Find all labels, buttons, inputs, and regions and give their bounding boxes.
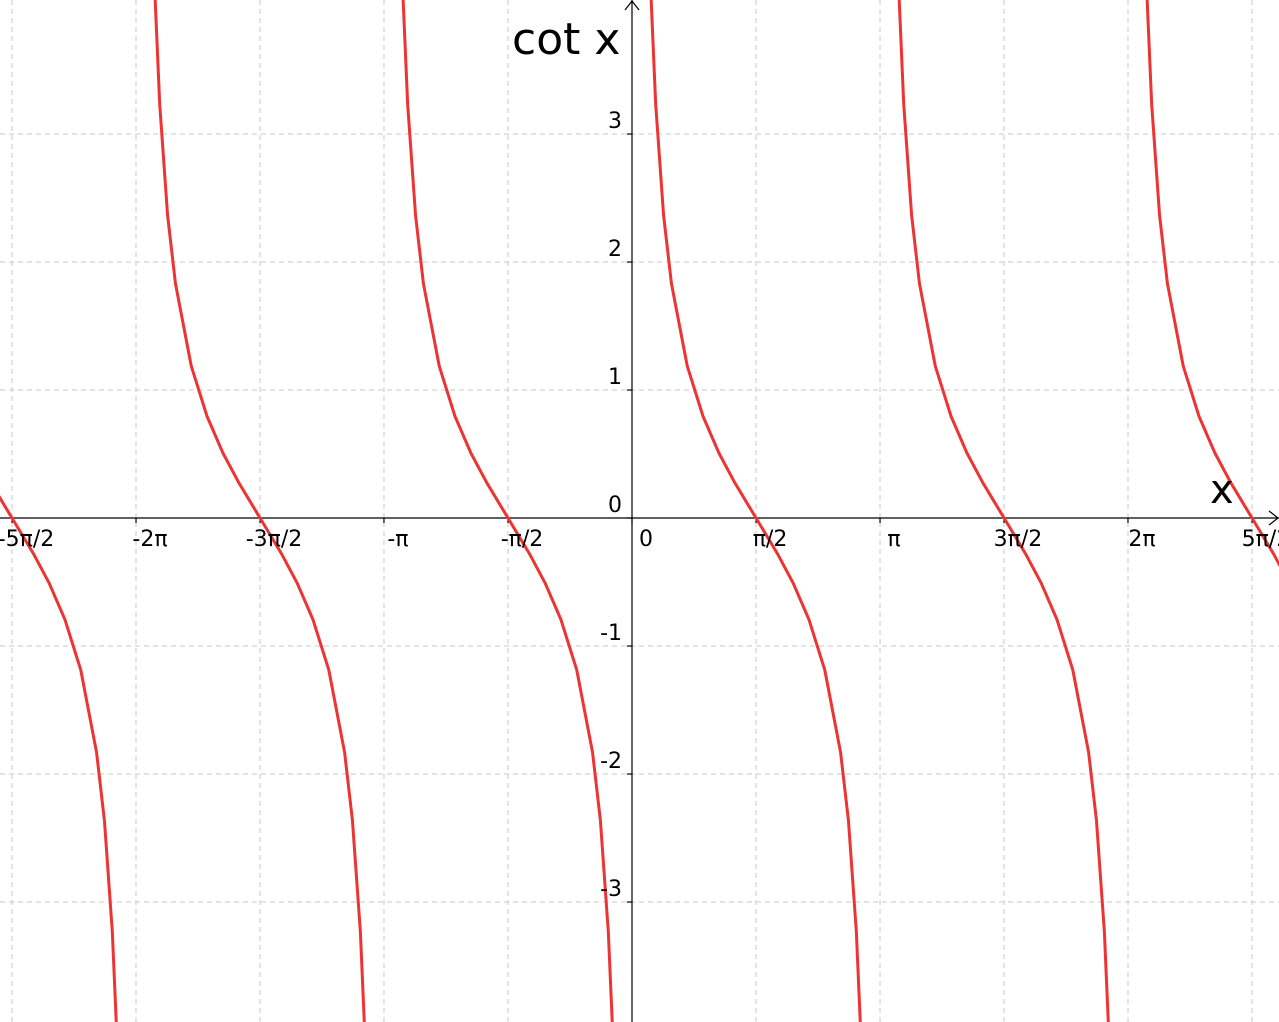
- x-tick-label: -2π: [132, 527, 167, 552]
- y-tick-label: -1: [600, 621, 622, 646]
- labels: -5π/2 -2π -3π/2 -π -π/2 0 π/2 π 3π/2 2π 5π/2 -3 -2 -1…: [0, 109, 1279, 902]
- x-tick-label: 0: [639, 527, 653, 552]
- x-tick-label: π: [887, 527, 900, 552]
- y-axis-arrow: [624, 0, 640, 11]
- y-tick-label: 0: [608, 493, 622, 518]
- x-tick-label: -5π/2: [0, 527, 54, 552]
- y-tick-label: 1: [608, 365, 622, 390]
- x-tick-label: -π: [387, 527, 408, 552]
- x-tick-label: -3π/2: [246, 527, 303, 552]
- chart-title: cot x: [512, 14, 620, 65]
- y-tick-label: -3: [600, 877, 622, 902]
- x-tick-label: -π/2: [501, 527, 544, 552]
- x-axis-label: x: [1210, 467, 1234, 513]
- y-tick-label: -2: [600, 749, 622, 774]
- x-tick-label: 3π/2: [994, 527, 1043, 552]
- y-tick-label: 3: [608, 109, 622, 134]
- x-tick-label: 2π: [1128, 527, 1155, 552]
- y-tick-label: 2: [608, 237, 622, 262]
- x-tick-label: π/2: [753, 527, 788, 552]
- x-tick-label: 5π/2: [1242, 527, 1279, 552]
- x-axis-arrow: [1268, 510, 1279, 526]
